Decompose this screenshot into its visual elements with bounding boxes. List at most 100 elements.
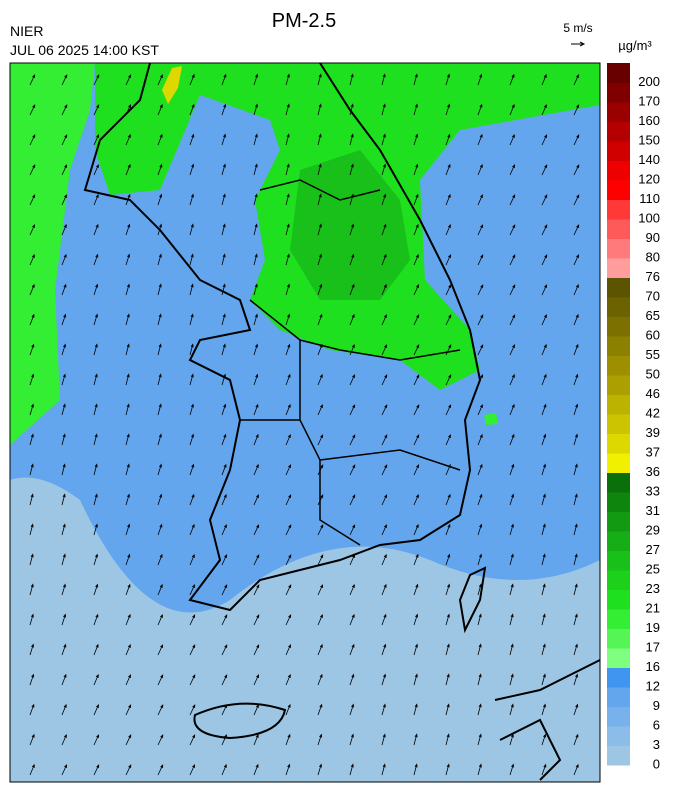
colorbar-label: 39	[646, 425, 660, 440]
wind-arrow	[285, 193, 290, 206]
colorbar-label: 42	[646, 405, 660, 420]
wind-arrow	[413, 703, 418, 716]
wind-arrow	[573, 763, 579, 776]
wind-arrow	[541, 164, 548, 176]
wind-arrow	[541, 613, 546, 626]
wind-arrow	[573, 164, 580, 176]
wind-arrow	[477, 344, 484, 356]
wind-arrow	[221, 554, 227, 566]
colorbar-segment	[607, 63, 630, 83]
wind-arrow	[157, 223, 162, 236]
wind-arrow	[253, 733, 259, 746]
wind-arrow	[221, 343, 226, 356]
wind-arrow	[349, 613, 355, 626]
wind-arrow	[573, 493, 578, 506]
wind-arrow	[29, 403, 34, 416]
wind-arrow	[157, 313, 162, 326]
wind-arrow	[509, 583, 514, 596]
wind-arrow	[573, 583, 578, 596]
wind-arrow	[381, 253, 387, 266]
wind-arrow	[477, 284, 484, 296]
wind-arrow	[93, 373, 98, 386]
wind-arrow	[317, 223, 322, 236]
wind-arrow	[381, 283, 387, 296]
wind-arrow	[125, 403, 130, 416]
colorbar: 0369121617192123252729313336373942465055…	[607, 63, 660, 771]
colorbar-segment	[607, 609, 630, 629]
wind-arrow	[189, 103, 195, 116]
wind-arrow	[285, 673, 291, 686]
wind-arrow	[509, 523, 514, 536]
wind-arrow	[477, 643, 482, 656]
wind-arrow	[61, 134, 68, 146]
wind-arrow	[125, 104, 131, 116]
wind-arrow	[445, 193, 451, 206]
wind-arrow	[381, 643, 387, 656]
wind-arrow	[317, 193, 322, 206]
wind-arrow	[413, 523, 419, 536]
wind-arrow	[349, 733, 354, 746]
map	[10, 63, 600, 782]
wind-arrow	[29, 643, 34, 656]
wind-arrow	[253, 463, 259, 476]
wind-arrow	[285, 433, 291, 446]
wind-arrow	[253, 313, 258, 326]
wind-arrow	[125, 523, 131, 536]
wind-arrow	[381, 313, 387, 326]
wind-arrow	[157, 583, 163, 596]
wind-arrow	[509, 763, 515, 776]
wind-arrow	[573, 673, 578, 686]
wind-arrow	[285, 524, 292, 536]
wind-arrow	[413, 643, 418, 656]
colorbar-segment	[607, 297, 630, 317]
wind-arrow	[317, 253, 322, 266]
wind-arrow	[477, 763, 482, 776]
wind-arrow	[125, 734, 132, 746]
wind-arrow	[381, 494, 388, 506]
wind-arrow	[445, 163, 451, 176]
wind-arrow	[285, 223, 290, 236]
wind-arrow	[477, 463, 483, 476]
wind-arrow	[573, 703, 579, 716]
wind-arrow	[317, 673, 323, 686]
wind-arrow	[253, 73, 259, 86]
wind-arrow	[253, 433, 259, 446]
colorbar-label: 150	[638, 132, 660, 147]
colorbar-segment	[607, 745, 630, 766]
wind-arrow	[93, 313, 98, 326]
wind-arrow	[509, 133, 515, 146]
wind-arrow	[509, 194, 516, 206]
wind-arrow	[29, 673, 35, 686]
wind-arrow	[445, 103, 451, 116]
wind-arrow	[221, 704, 228, 716]
wind-arrow	[509, 493, 514, 506]
wind-arrow	[317, 733, 323, 746]
west-green	[10, 63, 95, 445]
wind-arrow	[221, 403, 227, 416]
wind-arrow	[541, 194, 548, 206]
wind-arrow	[61, 373, 66, 386]
wind-arrow	[285, 103, 290, 116]
wind-arrow	[477, 163, 483, 176]
wind-arrow	[125, 643, 131, 656]
wind-arrow	[381, 763, 386, 776]
wind-arrow	[189, 163, 195, 176]
colorbar-label: 140	[638, 152, 660, 167]
wind-arrow	[413, 733, 418, 746]
wind-arrow	[381, 583, 387, 596]
wind-arrow	[189, 463, 195, 476]
wind-arrow	[221, 463, 227, 476]
colorbar-label: 23	[646, 581, 660, 596]
wind-arrow	[253, 403, 259, 416]
wind-arrow	[221, 523, 227, 536]
wind-arrow	[29, 164, 36, 176]
wind-arrow	[29, 703, 35, 716]
wind-arrow	[477, 103, 483, 116]
wind-arrow	[317, 373, 323, 386]
colorbar-label: 200	[638, 74, 660, 89]
colorbar-segment	[607, 453, 630, 473]
wind-arrow	[189, 584, 195, 596]
wind-arrow	[285, 133, 290, 146]
colorbar-label: 90	[646, 230, 660, 245]
wind-arrow	[157, 674, 164, 686]
